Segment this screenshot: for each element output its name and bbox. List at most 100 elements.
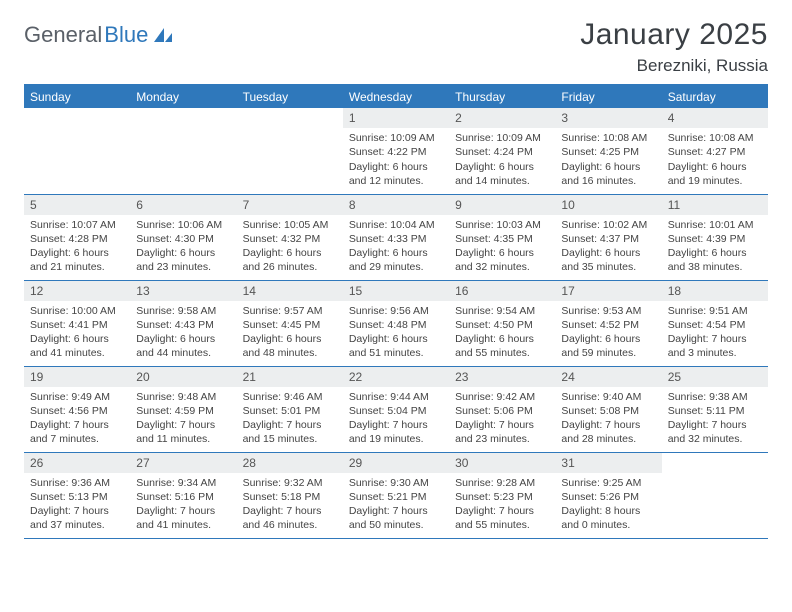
- day-number: 31: [555, 453, 661, 473]
- calendar-cell: 19Sunrise: 9:49 AMSunset: 4:56 PMDayligh…: [24, 366, 130, 452]
- day-detail-line: Sunset: 4:39 PM: [668, 232, 762, 246]
- day-detail-line: Sunrise: 9:30 AM: [349, 476, 443, 490]
- calendar-cell: 28Sunrise: 9:32 AMSunset: 5:18 PMDayligh…: [237, 452, 343, 538]
- day-detail-line: Daylight: 6 hours: [561, 332, 655, 346]
- calendar-cell: 24Sunrise: 9:40 AMSunset: 5:08 PMDayligh…: [555, 366, 661, 452]
- calendar-cell: 31Sunrise: 9:25 AMSunset: 5:26 PMDayligh…: [555, 452, 661, 538]
- day-number: 7: [237, 195, 343, 215]
- day-detail-line: and 19 minutes.: [349, 432, 443, 446]
- day-detail-line: Daylight: 6 hours: [668, 160, 762, 174]
- day-detail-line: Sunrise: 9:44 AM: [349, 390, 443, 404]
- day-detail-line: Sunset: 4:28 PM: [30, 232, 124, 246]
- day-details: Sunrise: 9:25 AMSunset: 5:26 PMDaylight:…: [555, 473, 661, 537]
- day-detail-line: and 12 minutes.: [349, 174, 443, 188]
- weekday-header: Monday: [130, 86, 236, 108]
- day-detail-line: Sunrise: 10:01 AM: [668, 218, 762, 232]
- day-detail-line: Sunrise: 9:46 AM: [243, 390, 337, 404]
- day-detail-line: Daylight: 6 hours: [136, 332, 230, 346]
- day-details: Sunrise: 10:05 AMSunset: 4:32 PMDaylight…: [237, 215, 343, 279]
- day-number: 22: [343, 367, 449, 387]
- day-detail-line: Sunset: 4:54 PM: [668, 318, 762, 332]
- calendar-cell: 17Sunrise: 9:53 AMSunset: 4:52 PMDayligh…: [555, 280, 661, 366]
- day-detail-line: Daylight: 6 hours: [349, 246, 443, 260]
- day-detail-line: Sunrise: 10:07 AM: [30, 218, 124, 232]
- day-details: Sunrise: 10:07 AMSunset: 4:28 PMDaylight…: [24, 215, 130, 279]
- calendar-cell: 9Sunrise: 10:03 AMSunset: 4:35 PMDayligh…: [449, 194, 555, 280]
- day-number: 11: [662, 195, 768, 215]
- day-detail-line: Sunset: 5:23 PM: [455, 490, 549, 504]
- day-detail-line: Sunrise: 9:48 AM: [136, 390, 230, 404]
- day-number: 4: [662, 108, 768, 128]
- day-number: 25: [662, 367, 768, 387]
- calendar-cell: 6Sunrise: 10:06 AMSunset: 4:30 PMDayligh…: [130, 194, 236, 280]
- day-detail-line: Sunset: 4:22 PM: [349, 145, 443, 159]
- month-title: January 2025: [580, 18, 768, 52]
- day-detail-line: Sunrise: 10:04 AM: [349, 218, 443, 232]
- day-detail-line: Sunset: 4:48 PM: [349, 318, 443, 332]
- day-detail-line: and 23 minutes.: [136, 260, 230, 274]
- day-number: 23: [449, 367, 555, 387]
- calendar-cell: 14Sunrise: 9:57 AMSunset: 4:45 PMDayligh…: [237, 280, 343, 366]
- day-detail-line: Sunrise: 9:49 AM: [30, 390, 124, 404]
- day-detail-line: Sunset: 4:32 PM: [243, 232, 337, 246]
- day-detail-line: and 46 minutes.: [243, 518, 337, 532]
- day-detail-line: Sunset: 4:37 PM: [561, 232, 655, 246]
- day-number: 1: [343, 108, 449, 128]
- day-number: 10: [555, 195, 661, 215]
- calendar-cell: ..: [24, 108, 130, 194]
- day-details: Sunrise: 9:28 AMSunset: 5:23 PMDaylight:…: [449, 473, 555, 537]
- day-detail-line: Daylight: 6 hours: [455, 246, 549, 260]
- day-detail-line: Sunrise: 9:51 AM: [668, 304, 762, 318]
- day-detail-line: Daylight: 6 hours: [30, 246, 124, 260]
- day-detail-line: Daylight: 7 hours: [349, 504, 443, 518]
- weekday-header: Sunday: [24, 86, 130, 108]
- calendar-week-row: ......1Sunrise: 10:09 AMSunset: 4:22 PMD…: [24, 108, 768, 194]
- calendar-cell: 30Sunrise: 9:28 AMSunset: 5:23 PMDayligh…: [449, 452, 555, 538]
- calendar-week-row: 19Sunrise: 9:49 AMSunset: 4:56 PMDayligh…: [24, 366, 768, 452]
- weekday-header: Thursday: [449, 86, 555, 108]
- day-details: Sunrise: 10:09 AMSunset: 4:22 PMDaylight…: [343, 128, 449, 192]
- day-details: Sunrise: 9:53 AMSunset: 4:52 PMDaylight:…: [555, 301, 661, 365]
- day-detail-line: Daylight: 6 hours: [243, 246, 337, 260]
- day-detail-line: and 55 minutes.: [455, 346, 549, 360]
- day-detail-line: Sunset: 4:45 PM: [243, 318, 337, 332]
- day-detail-line: and 32 minutes.: [455, 260, 549, 274]
- calendar-cell: 5Sunrise: 10:07 AMSunset: 4:28 PMDayligh…: [24, 194, 130, 280]
- day-details: Sunrise: 10:06 AMSunset: 4:30 PMDaylight…: [130, 215, 236, 279]
- day-detail-line: and 32 minutes.: [668, 432, 762, 446]
- day-number: 19: [24, 367, 130, 387]
- day-number: 6: [130, 195, 236, 215]
- calendar-week-row: 26Sunrise: 9:36 AMSunset: 5:13 PMDayligh…: [24, 452, 768, 538]
- day-detail-line: and 44 minutes.: [136, 346, 230, 360]
- day-details: Sunrise: 9:30 AMSunset: 5:21 PMDaylight:…: [343, 473, 449, 537]
- day-detail-line: and 3 minutes.: [668, 346, 762, 360]
- day-detail-line: Sunrise: 9:42 AM: [455, 390, 549, 404]
- day-detail-line: Sunset: 4:56 PM: [30, 404, 124, 418]
- day-detail-line: Sunrise: 10:08 AM: [561, 131, 655, 145]
- day-detail-line: Daylight: 6 hours: [561, 160, 655, 174]
- day-details: Sunrise: 9:49 AMSunset: 4:56 PMDaylight:…: [24, 387, 130, 451]
- day-detail-line: Sunset: 5:18 PM: [243, 490, 337, 504]
- day-number: 15: [343, 281, 449, 301]
- calendar-cell: 11Sunrise: 10:01 AMSunset: 4:39 PMDaylig…: [662, 194, 768, 280]
- calendar-week-row: 5Sunrise: 10:07 AMSunset: 4:28 PMDayligh…: [24, 194, 768, 280]
- day-detail-line: Daylight: 6 hours: [349, 332, 443, 346]
- day-number: 17: [555, 281, 661, 301]
- day-detail-line: and 21 minutes.: [30, 260, 124, 274]
- day-detail-line: Daylight: 7 hours: [30, 418, 124, 432]
- day-detail-line: and 37 minutes.: [30, 518, 124, 532]
- day-number: 24: [555, 367, 661, 387]
- calendar-cell: 23Sunrise: 9:42 AMSunset: 5:06 PMDayligh…: [449, 366, 555, 452]
- day-details: Sunrise: 9:38 AMSunset: 5:11 PMDaylight:…: [662, 387, 768, 451]
- day-detail-line: Sunset: 5:01 PM: [243, 404, 337, 418]
- day-detail-line: Daylight: 6 hours: [455, 332, 549, 346]
- day-detail-line: and 7 minutes.: [30, 432, 124, 446]
- weekday-header: Saturday: [662, 86, 768, 108]
- day-number: 29: [343, 453, 449, 473]
- logo-sail-icon: [150, 22, 174, 48]
- day-detail-line: and 14 minutes.: [455, 174, 549, 188]
- day-detail-line: Sunset: 4:25 PM: [561, 145, 655, 159]
- day-detail-line: Daylight: 6 hours: [30, 332, 124, 346]
- day-number: 21: [237, 367, 343, 387]
- day-detail-line: Daylight: 7 hours: [668, 418, 762, 432]
